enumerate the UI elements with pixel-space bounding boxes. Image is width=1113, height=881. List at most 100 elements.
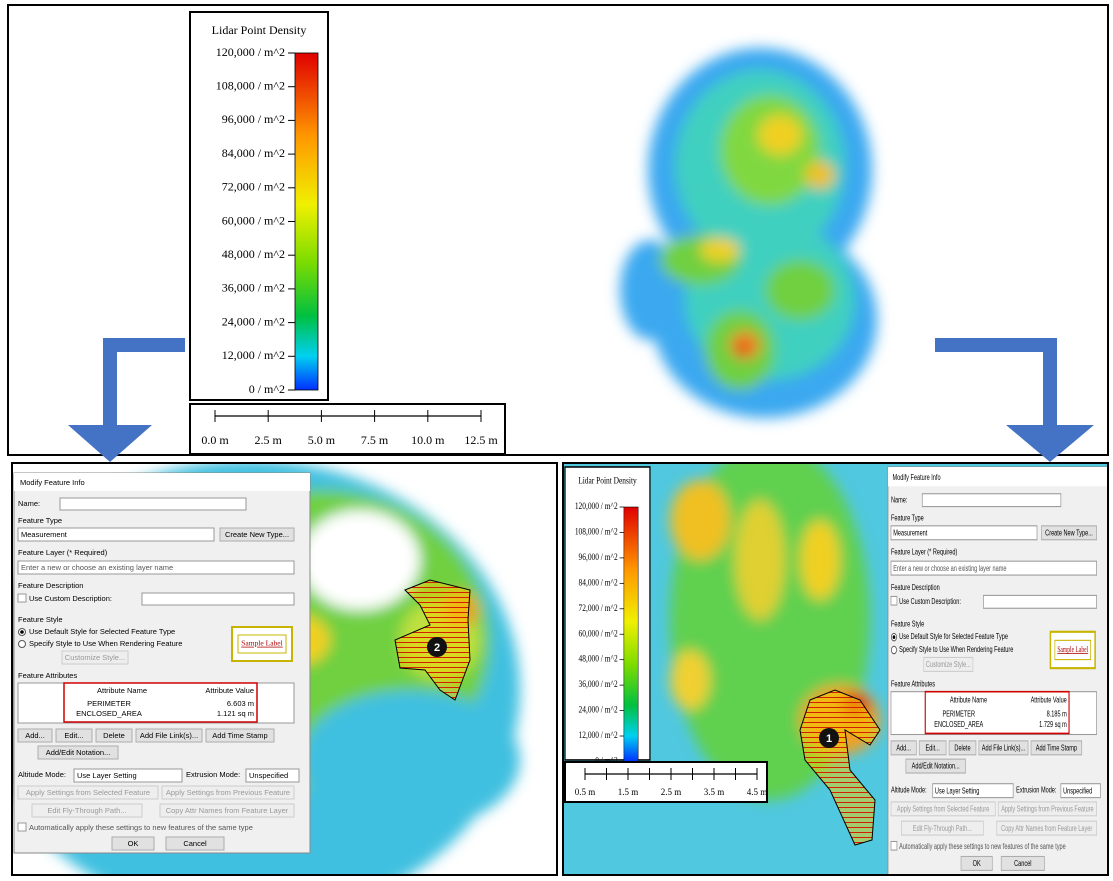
legend-label: 60,000 / m^2 bbox=[579, 629, 618, 639]
time-stamp-button-label: Add Time Stamp bbox=[1036, 745, 1077, 753]
checkbox bbox=[890, 840, 898, 851]
sample-inner bbox=[237, 634, 287, 654]
density-patch bbox=[800, 520, 840, 600]
arrow-right-head bbox=[1006, 425, 1094, 462]
name-input bbox=[921, 493, 1062, 508]
point-cloud bbox=[620, 48, 877, 418]
label: Enter a new or choose an existing layer … bbox=[893, 565, 1006, 573]
fly-through-button-label: Edit Fly-Through Path... bbox=[913, 825, 972, 833]
label: Feature Attributes bbox=[18, 671, 77, 680]
label: Measurement bbox=[893, 530, 927, 538]
legend-label: 84,000 / m^2 bbox=[222, 146, 285, 160]
legend-label: 48,000 / m^2 bbox=[222, 247, 285, 261]
notation-button bbox=[905, 758, 966, 774]
create-type-button bbox=[1041, 525, 1097, 541]
edit-button-label: Edit... bbox=[64, 731, 83, 740]
density-patch bbox=[758, 115, 802, 155]
label: Extrusion Mode: bbox=[186, 770, 240, 779]
measured-area bbox=[799, 689, 881, 846]
label: ENCLOSED_AREA bbox=[76, 709, 142, 718]
legend-label: 0 / m^2 bbox=[249, 382, 285, 396]
radio-dot bbox=[20, 630, 24, 634]
highlight bbox=[63, 682, 258, 723]
label: 1.729 sq m bbox=[1039, 721, 1067, 729]
marker bbox=[819, 728, 839, 748]
label: PERIMETER bbox=[87, 699, 131, 708]
file-link-button-label: Add File Link(s)... bbox=[982, 745, 1025, 753]
customize-button bbox=[61, 650, 129, 665]
right-panel-border bbox=[562, 462, 1109, 876]
label: Feature Type bbox=[18, 516, 62, 525]
top-panel bbox=[7, 4, 1109, 456]
legend-label: 120,000 / m^2 bbox=[216, 45, 285, 59]
description-input bbox=[141, 592, 295, 606]
add-button bbox=[890, 740, 917, 756]
label: Attribute Name bbox=[950, 697, 987, 705]
copy-attr-button bbox=[996, 820, 1097, 836]
scale-box bbox=[564, 761, 768, 803]
legend-label: 84,000 / m^2 bbox=[579, 578, 618, 588]
arrows bbox=[68, 338, 1094, 462]
label: Name: bbox=[891, 496, 908, 504]
dialog-title: Modify Feature Info bbox=[892, 474, 940, 482]
marker-label: 2 bbox=[434, 642, 440, 654]
apply-previous-button bbox=[997, 801, 1097, 817]
scale-label: 7.5 m bbox=[361, 433, 389, 447]
label: Automatically apply these settings to ne… bbox=[899, 843, 1066, 851]
legend-label: 24,000 / m^2 bbox=[222, 314, 285, 328]
customize-button-label: Customize Style... bbox=[926, 661, 971, 669]
sample-inner bbox=[1054, 639, 1092, 661]
left-panel-border bbox=[11, 462, 558, 876]
customize-button-label: Customize Style... bbox=[65, 653, 125, 662]
legend-label: 36,000 / m^2 bbox=[222, 281, 285, 295]
description-input bbox=[982, 594, 1097, 609]
color-bar bbox=[623, 506, 639, 762]
legend-label: 12,000 / m^2 bbox=[222, 348, 285, 362]
label: Unspecified bbox=[1063, 788, 1092, 796]
ok-button-label: OK bbox=[973, 860, 981, 868]
legend-label: 24,000 / m^2 bbox=[579, 705, 618, 715]
notation-button-label: Add/Edit Notation... bbox=[912, 763, 960, 771]
name-input bbox=[59, 497, 247, 511]
legend-label: 72,000 / m^2 bbox=[579, 603, 618, 613]
density-patch bbox=[300, 510, 420, 610]
legend-label: 96,000 / m^2 bbox=[579, 552, 618, 562]
label: Use Custom Description: bbox=[29, 594, 112, 603]
legend-label: 108,000 / m^2 bbox=[216, 78, 285, 92]
density-patch bbox=[670, 480, 730, 560]
density-patch bbox=[670, 650, 710, 710]
label: Use Layer Setting bbox=[77, 771, 137, 780]
fly-through-button bbox=[901, 820, 984, 836]
legend-label: 36,000 / m^2 bbox=[579, 680, 618, 690]
cancel-button-label: Cancel bbox=[183, 839, 207, 848]
apply-selected-button-label: Apply Settings from Selected Feature bbox=[26, 788, 150, 797]
label: Measurement bbox=[21, 530, 68, 539]
label: Attribute Value bbox=[1031, 697, 1067, 705]
legend-label: 48,000 / m^2 bbox=[579, 654, 618, 664]
legend-label: 72,000 / m^2 bbox=[222, 180, 285, 194]
legend-label: 108,000 / m^2 bbox=[575, 527, 618, 537]
edit-button bbox=[918, 740, 947, 756]
time-stamp-button bbox=[205, 728, 275, 743]
apply-selected-button-label: Apply Settings from Selected Feature bbox=[897, 806, 990, 814]
layer-combo bbox=[17, 560, 295, 575]
label: PERIMETER bbox=[942, 710, 975, 718]
label: Use Default Style for Selected Feature T… bbox=[899, 633, 1008, 641]
file-link-button bbox=[135, 728, 203, 743]
dialog: Modify Feature Info Name: Feature Type Meas… bbox=[13, 472, 311, 854]
altitude-combo bbox=[932, 783, 1014, 799]
label: Attribute Value bbox=[205, 686, 254, 695]
label: Feature Style bbox=[18, 615, 63, 624]
radio-dot bbox=[892, 635, 896, 640]
add-button-label: Add... bbox=[25, 731, 45, 740]
apply-selected-button bbox=[890, 801, 996, 817]
label: Feature Description bbox=[891, 584, 940, 592]
legend-title: Lidar Point Density bbox=[212, 23, 307, 37]
label: Use Layer Setting bbox=[935, 788, 979, 796]
create-type-button bbox=[219, 527, 295, 542]
label: 8.185 m bbox=[1047, 710, 1067, 718]
label: Sample Label bbox=[1057, 646, 1088, 654]
fly-through-button bbox=[31, 803, 143, 818]
feature-type-combo bbox=[890, 525, 1038, 541]
